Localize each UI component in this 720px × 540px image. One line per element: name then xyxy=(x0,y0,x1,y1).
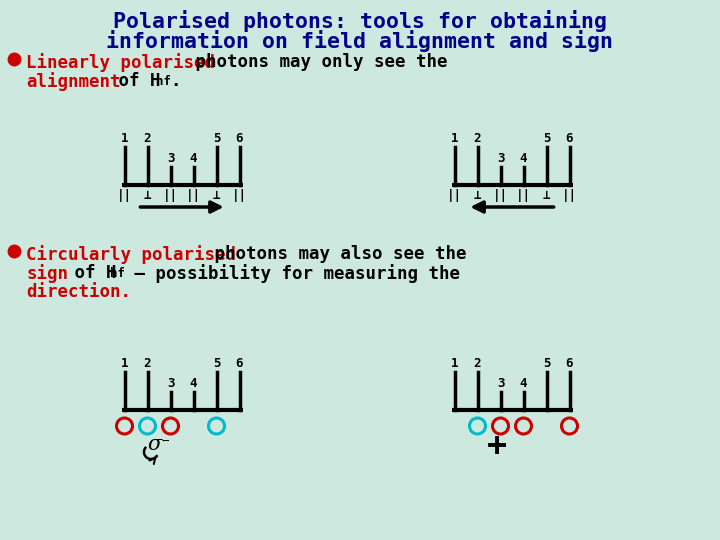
Text: 5: 5 xyxy=(212,357,220,370)
Text: direction.: direction. xyxy=(26,283,131,301)
Text: 1: 1 xyxy=(121,132,128,145)
Text: 5: 5 xyxy=(543,132,550,145)
Text: hf: hf xyxy=(156,75,171,88)
Text: — possibility for measuring the: — possibility for measuring the xyxy=(124,264,460,283)
Text: −: − xyxy=(161,435,168,448)
Text: +: + xyxy=(487,429,507,462)
Text: ||: || xyxy=(493,189,508,202)
Text: photons may only see the: photons may only see the xyxy=(185,53,448,71)
Text: photons may also see the: photons may also see the xyxy=(204,245,467,263)
Text: of H: of H xyxy=(108,72,161,90)
Text: alignment: alignment xyxy=(26,72,120,91)
Text: ||: || xyxy=(163,189,178,202)
Text: 6: 6 xyxy=(235,357,243,370)
Text: Circularly polarised: Circularly polarised xyxy=(26,245,236,264)
Text: 3: 3 xyxy=(497,377,504,390)
Text: 3: 3 xyxy=(497,152,504,165)
Text: 6: 6 xyxy=(235,132,243,145)
Text: ⊥: ⊥ xyxy=(212,189,220,202)
Text: 1: 1 xyxy=(451,357,458,370)
Text: 1: 1 xyxy=(451,132,458,145)
Text: sign: sign xyxy=(26,264,68,283)
Text: 5: 5 xyxy=(543,357,550,370)
Text: 2: 2 xyxy=(144,357,151,370)
Text: 4: 4 xyxy=(520,152,527,165)
Text: Polarised photons: tools for obtaining: Polarised photons: tools for obtaining xyxy=(113,10,607,32)
Text: σ: σ xyxy=(148,435,162,454)
Text: 1: 1 xyxy=(121,357,128,370)
Text: ||: || xyxy=(186,189,201,202)
Text: 3: 3 xyxy=(167,377,174,390)
Text: ||: || xyxy=(447,189,462,202)
Text: ||: || xyxy=(232,189,247,202)
Text: ⊥: ⊥ xyxy=(144,189,151,202)
Text: information on field alignment and sign: information on field alignment and sign xyxy=(107,30,613,52)
Text: 2: 2 xyxy=(144,132,151,145)
Text: 6: 6 xyxy=(566,132,573,145)
Text: 2: 2 xyxy=(474,357,481,370)
Text: 6: 6 xyxy=(566,357,573,370)
Text: ⊥: ⊥ xyxy=(543,189,550,202)
Text: ||: || xyxy=(516,189,531,202)
Text: ||: || xyxy=(562,189,577,202)
Text: 4: 4 xyxy=(190,152,197,165)
Text: 2: 2 xyxy=(474,132,481,145)
Text: of H: of H xyxy=(64,264,117,282)
Text: 4: 4 xyxy=(190,377,197,390)
Text: hf: hf xyxy=(110,267,125,280)
Text: .: . xyxy=(170,72,181,90)
Text: 4: 4 xyxy=(520,377,527,390)
Text: ||: || xyxy=(117,189,132,202)
Text: Linearly polarised: Linearly polarised xyxy=(26,53,215,72)
Text: 5: 5 xyxy=(212,132,220,145)
Text: 3: 3 xyxy=(167,152,174,165)
Text: ⊥: ⊥ xyxy=(474,189,481,202)
